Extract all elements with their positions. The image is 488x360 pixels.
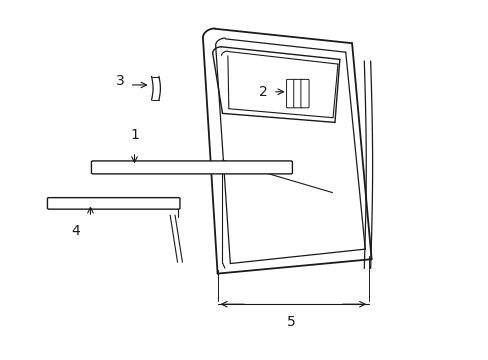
Text: 2: 2: [259, 85, 267, 99]
FancyBboxPatch shape: [300, 80, 308, 108]
Text: 4: 4: [71, 225, 80, 238]
FancyBboxPatch shape: [293, 80, 301, 108]
FancyBboxPatch shape: [47, 198, 180, 209]
Text: 1: 1: [130, 128, 139, 142]
Text: 3: 3: [116, 74, 124, 88]
Text: 5: 5: [286, 315, 295, 329]
FancyBboxPatch shape: [91, 161, 292, 174]
FancyBboxPatch shape: [286, 80, 294, 108]
